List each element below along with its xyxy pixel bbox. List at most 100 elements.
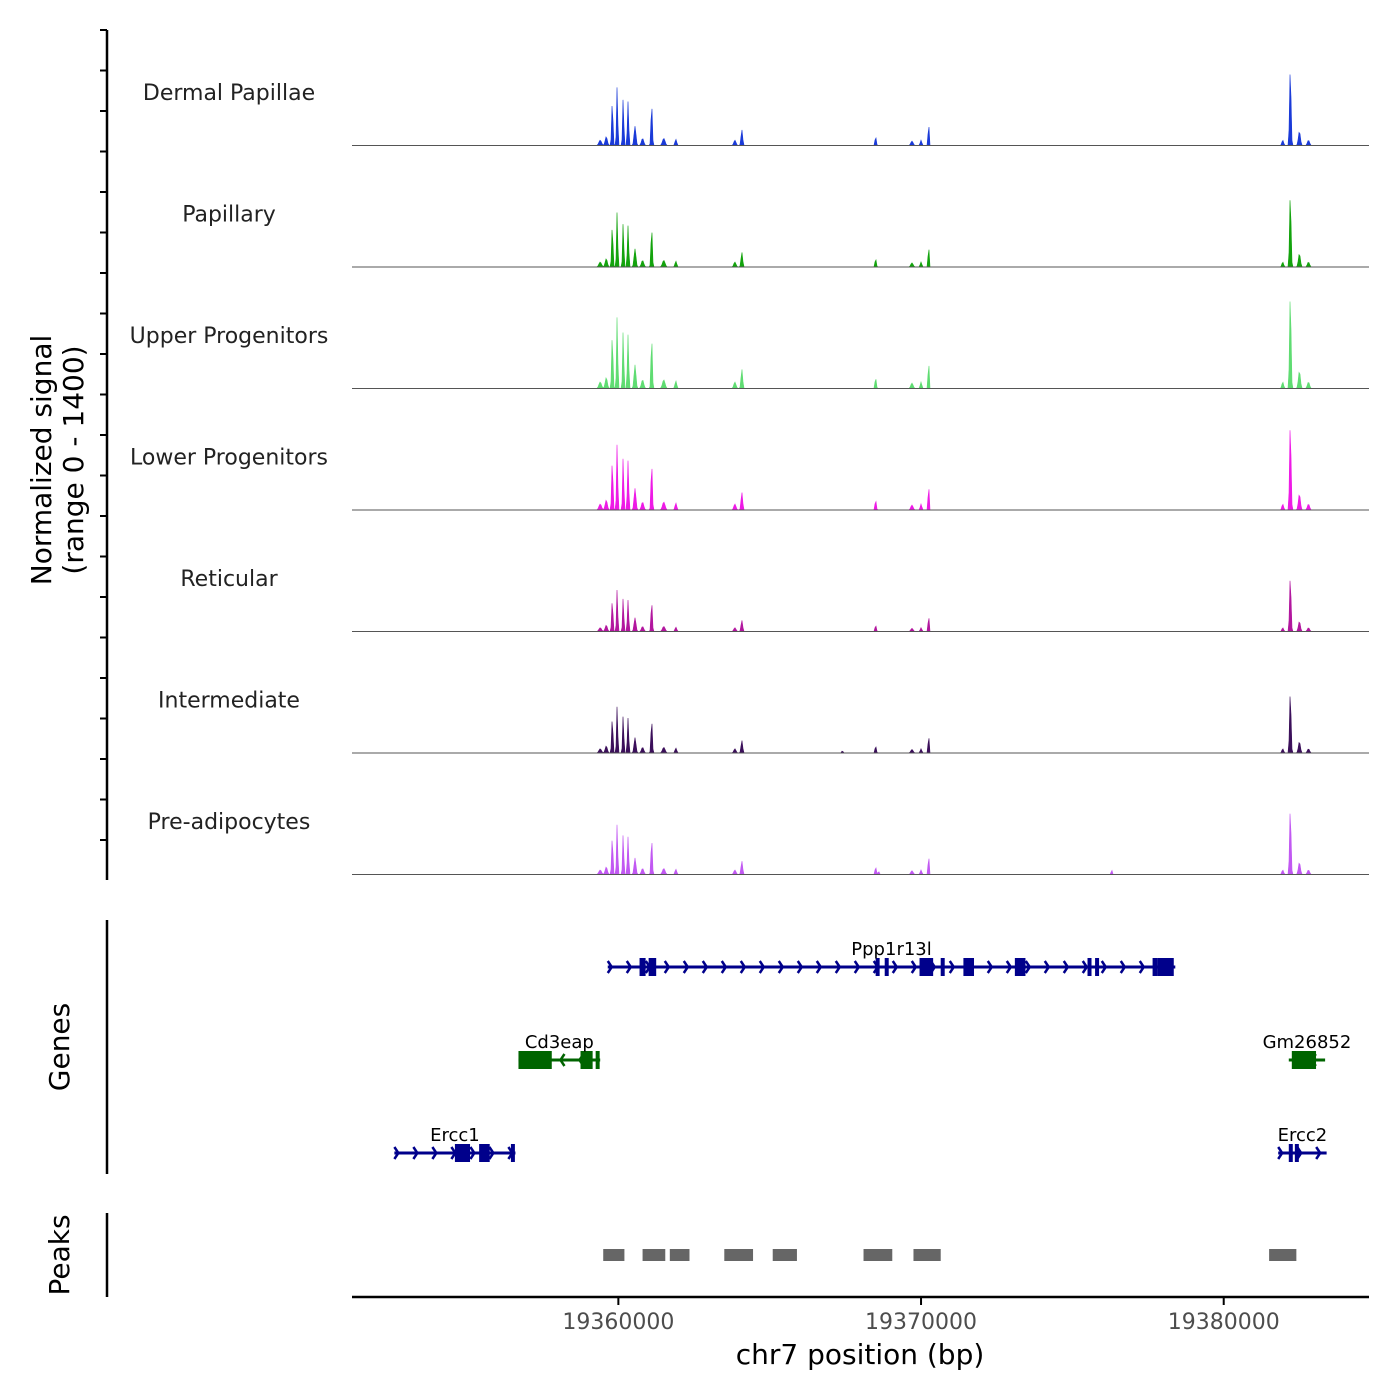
gene-model: Cd3eap (518, 1032, 601, 1069)
x-axis-label: chr7 position (bp) (736, 1338, 985, 1371)
gene-exon (1158, 958, 1174, 976)
gene-model: Ppp1r13l (606, 939, 1176, 976)
gene-exon (1087, 958, 1092, 976)
gene-exon (963, 958, 975, 976)
strand-chevron (948, 960, 956, 974)
gene-exon (639, 958, 646, 976)
gene-exon (875, 958, 880, 976)
gene-label: Ppp1r13l (851, 939, 931, 960)
signal-track: Papillary (182, 200, 1369, 268)
strand-chevron (1138, 960, 1146, 974)
strand-chevron (910, 960, 918, 974)
strand-chevron (469, 1146, 476, 1160)
strand-chevron (1081, 960, 1089, 974)
strand-chevron (1005, 960, 1013, 974)
gene-exon (454, 1144, 471, 1162)
signal-track: Reticular (180, 567, 1369, 633)
x-tick-label: 19360000 (562, 1310, 674, 1335)
strand-chevron (393, 1146, 400, 1160)
strand-chevron (1119, 960, 1127, 974)
track-label: Intermediate (158, 689, 300, 714)
signal-area (352, 696, 1369, 754)
track-label: Dermal Papillae (143, 81, 315, 106)
strand-chevron (815, 960, 823, 974)
track-label: Reticular (180, 567, 278, 592)
gene-exon (1294, 1144, 1299, 1162)
signal-tracks: Dermal Papillae Papillary Upper Progenitor… (130, 74, 1369, 876)
peak-regions (603, 1249, 1297, 1261)
peak-region (642, 1249, 666, 1261)
x-ticks: 19360000 19370000 19380000 (562, 1297, 1280, 1335)
signal-track: Dermal Papillae (143, 74, 1369, 147)
gene-exon (919, 958, 934, 976)
gene-exon (1095, 958, 1100, 976)
strand-chevron (663, 960, 671, 974)
strand-chevron (412, 1146, 419, 1160)
signal-y-label-line1: Normalized signal (25, 335, 58, 586)
gene-label: Cd3eap (525, 1032, 594, 1053)
peak-region (1269, 1249, 1297, 1261)
gene-exon (1291, 1051, 1317, 1069)
strand-chevron (431, 1146, 438, 1160)
gene-models: Ppp1r13l Cd3eap Gm26852 Ercc1 Ercc2 (393, 939, 1352, 1162)
peak-region (913, 1249, 941, 1261)
gene-model: Ercc2 (1277, 1125, 1328, 1162)
coverage-signal-panel: Normalized signal (range 0 - 1400) Derma… (25, 29, 1369, 880)
gene-exon (1152, 958, 1158, 976)
gene-exon (510, 1144, 515, 1162)
track-label: Lower Progenitors (130, 446, 328, 471)
strand-chevron (606, 960, 614, 974)
strand-chevron (1043, 960, 1051, 974)
signal-y-label-line2: (range 0 - 1400) (57, 345, 90, 574)
gene-exon (580, 1051, 593, 1069)
gene-exon (1014, 958, 1026, 976)
gene-exon (1288, 1144, 1293, 1162)
strand-chevron (1062, 960, 1070, 974)
signal-area (352, 580, 1369, 633)
peak-region (603, 1249, 625, 1261)
peak-region (669, 1249, 690, 1261)
track-label: Pre-adipocytes (148, 810, 311, 835)
gene-label: Ercc2 (1278, 1125, 1328, 1146)
peaks-panel: Peaks (43, 1213, 1297, 1297)
strand-chevron (1277, 1146, 1284, 1160)
strand-chevron (853, 960, 861, 974)
genes-panel: Genes Ppp1r13l Cd3eap Gm26852 Ercc1 Ercc2 (43, 920, 1351, 1174)
signal-track: Pre-adipocytes (148, 810, 1369, 876)
gene-exon (595, 1051, 600, 1069)
x-tick-label: 19370000 (865, 1310, 977, 1335)
strand-chevron (1100, 960, 1108, 974)
track-label: Upper Progenitors (130, 324, 329, 349)
strand-chevron (488, 1146, 495, 1160)
gene-model: Ercc1 (393, 1125, 516, 1162)
x-axis: 19360000 19370000 19380000 chr7 position (… (352, 1295, 1369, 1371)
strand-chevron (891, 960, 899, 974)
strand-chevron (682, 960, 690, 974)
signal-track: Upper Progenitors (130, 301, 1369, 390)
gene-exon (479, 1144, 490, 1162)
gene-exon (518, 1051, 552, 1069)
strand-chevron (739, 960, 747, 974)
gene-exon (648, 958, 657, 976)
signal-area (352, 200, 1369, 268)
strand-chevron (796, 960, 804, 974)
gene-exon (884, 958, 889, 976)
gene-label: Gm26852 (1263, 1032, 1352, 1053)
strand-chevron (986, 960, 994, 974)
signal-area (352, 430, 1369, 511)
signal-area (352, 74, 1369, 147)
signal-area (352, 301, 1369, 390)
signal-track: Lower Progenitors (130, 430, 1369, 511)
strand-chevron (777, 960, 785, 974)
strand-chevron (625, 960, 633, 974)
strand-chevron (558, 1053, 566, 1067)
gene-exon (940, 958, 945, 976)
genes-y-label: Genes (43, 1003, 76, 1091)
strand-chevron (720, 960, 728, 974)
strand-chevron (758, 960, 766, 974)
peak-region (772, 1249, 797, 1261)
strand-chevron (1315, 1146, 1322, 1160)
track-label: Papillary (182, 203, 276, 228)
signal-track: Intermediate (158, 689, 1369, 754)
